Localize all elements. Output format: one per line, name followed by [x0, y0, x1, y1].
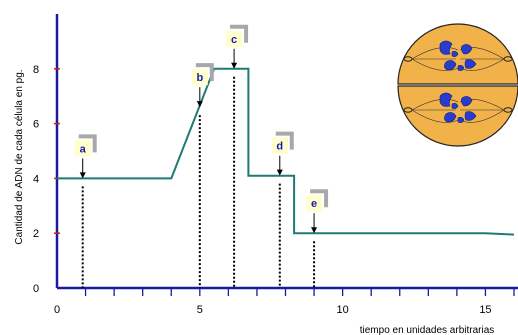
- y-tick-label: 6: [33, 119, 39, 131]
- marker-label-b: b: [196, 72, 203, 84]
- marker-label-d: d: [276, 141, 283, 153]
- marker-box-shadow-b: [195, 63, 214, 82]
- y-tick-label: 2: [33, 228, 39, 240]
- marker-box-shadow-a: [78, 134, 97, 153]
- marker-label-e: e: [311, 198, 317, 210]
- marker-box-d: [271, 137, 288, 154]
- marker-box-b: [191, 69, 208, 86]
- markers: a b c d e: [74, 24, 329, 234]
- marker-box-shadow-c: [230, 24, 249, 43]
- daughter-cell-top: [397, 23, 518, 85]
- daughter-cell-bottom: [397, 85, 518, 147]
- marker-arrow-head-d: [276, 169, 283, 176]
- marker-box-shadow-d: [275, 131, 294, 150]
- y-tick-label: 4: [33, 173, 39, 185]
- marker-box-a: [74, 140, 91, 157]
- marker-label-c: c: [231, 34, 237, 46]
- y-tick-label: 8: [33, 64, 39, 76]
- marker-box-shadow-e: [310, 189, 329, 208]
- x-tick-label: 10: [337, 304, 349, 316]
- y-tick-label: 0: [33, 283, 39, 295]
- x-tick-label: 15: [479, 304, 491, 316]
- ticks: 0 2 4 6 8 0 5 10 15: [33, 64, 515, 316]
- y-axis-title: Cantidad de ADN de cada célula en pg.: [14, 69, 25, 244]
- marker-arrow-head-c: [231, 62, 238, 69]
- marker-arrow-head-b: [196, 101, 203, 108]
- cell-division-diagram: [397, 23, 518, 147]
- marker-arrow-head-a: [79, 172, 86, 179]
- marker-guides: [81, 76, 316, 288]
- marker-label-a: a: [80, 143, 87, 155]
- dna-content-line: [57, 67, 515, 236]
- x-tick-label: 0: [54, 304, 60, 316]
- marker-box-e: [306, 195, 323, 212]
- x-tick-label: 5: [197, 304, 203, 316]
- x-axis-title: tiempo en unidades arbitrarias: [360, 325, 495, 335]
- marker-box-c: [226, 30, 243, 47]
- axes: [55, 14, 518, 290]
- marker-arrow-head-e: [311, 227, 318, 234]
